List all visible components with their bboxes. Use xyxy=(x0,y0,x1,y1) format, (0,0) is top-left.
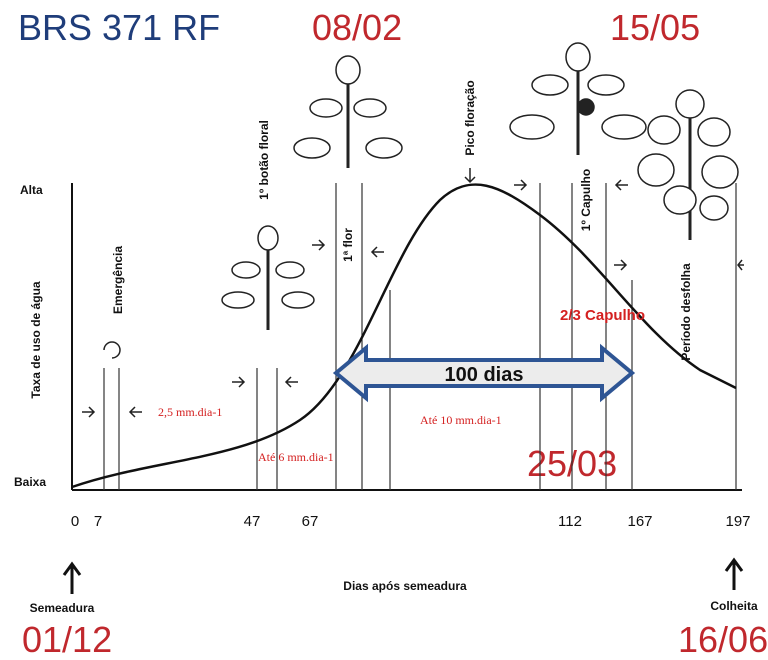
arrows xyxy=(82,168,744,418)
x-tick-label: 167 xyxy=(627,513,652,530)
y-label: Taxa de uso de água xyxy=(29,281,43,398)
plant-icon xyxy=(637,89,739,240)
x-tick-label: 47 xyxy=(244,513,261,530)
x-tick-label: 112 xyxy=(558,513,582,530)
date: 08/02 xyxy=(312,7,402,48)
y-low: Baixa xyxy=(14,475,46,489)
date: 15/05 xyxy=(610,7,700,48)
rate: Até 10 mm.dia-1 xyxy=(420,413,502,427)
water-use-curve xyxy=(71,183,737,489)
y-high: Alta xyxy=(20,183,43,197)
endpoint-label: Colheita xyxy=(710,599,758,613)
title: BRS 371 RF xyxy=(18,7,220,48)
x-tick-label: 0 xyxy=(71,513,79,530)
x-tick-label: 7 xyxy=(94,513,102,530)
arrow-label: 100 dias xyxy=(445,364,524,386)
stage-label: Pico floração xyxy=(463,80,477,155)
plant-icon xyxy=(509,42,647,155)
x-tick-label: 197 xyxy=(725,513,750,530)
plant-icon xyxy=(293,55,403,168)
end-arrow xyxy=(724,557,744,590)
x-tick-label: 67 xyxy=(302,513,319,530)
rate: 2,5 mm.dia-1 xyxy=(158,405,222,419)
stage-label: 1º Capulho xyxy=(579,169,593,231)
stage-label: 2/3 Capulho xyxy=(560,307,645,324)
stage-label: Período desfolha xyxy=(679,263,693,361)
plant-icon xyxy=(221,225,315,330)
duration-arrow xyxy=(332,343,636,403)
endpoint-label: Semeadura xyxy=(30,601,95,615)
date: 01/12 xyxy=(22,619,112,660)
x-label: Dias após semeadura xyxy=(343,579,467,593)
stage-label: Emergência xyxy=(111,246,125,314)
rate: Até 6 mm.dia-1 xyxy=(258,450,334,464)
start-arrow xyxy=(62,561,82,594)
stage-label: 1º botão floral xyxy=(257,120,271,200)
stage-lines xyxy=(103,183,737,490)
stage-label: 1ª flor xyxy=(341,228,355,262)
date: 16/06 xyxy=(678,619,768,660)
